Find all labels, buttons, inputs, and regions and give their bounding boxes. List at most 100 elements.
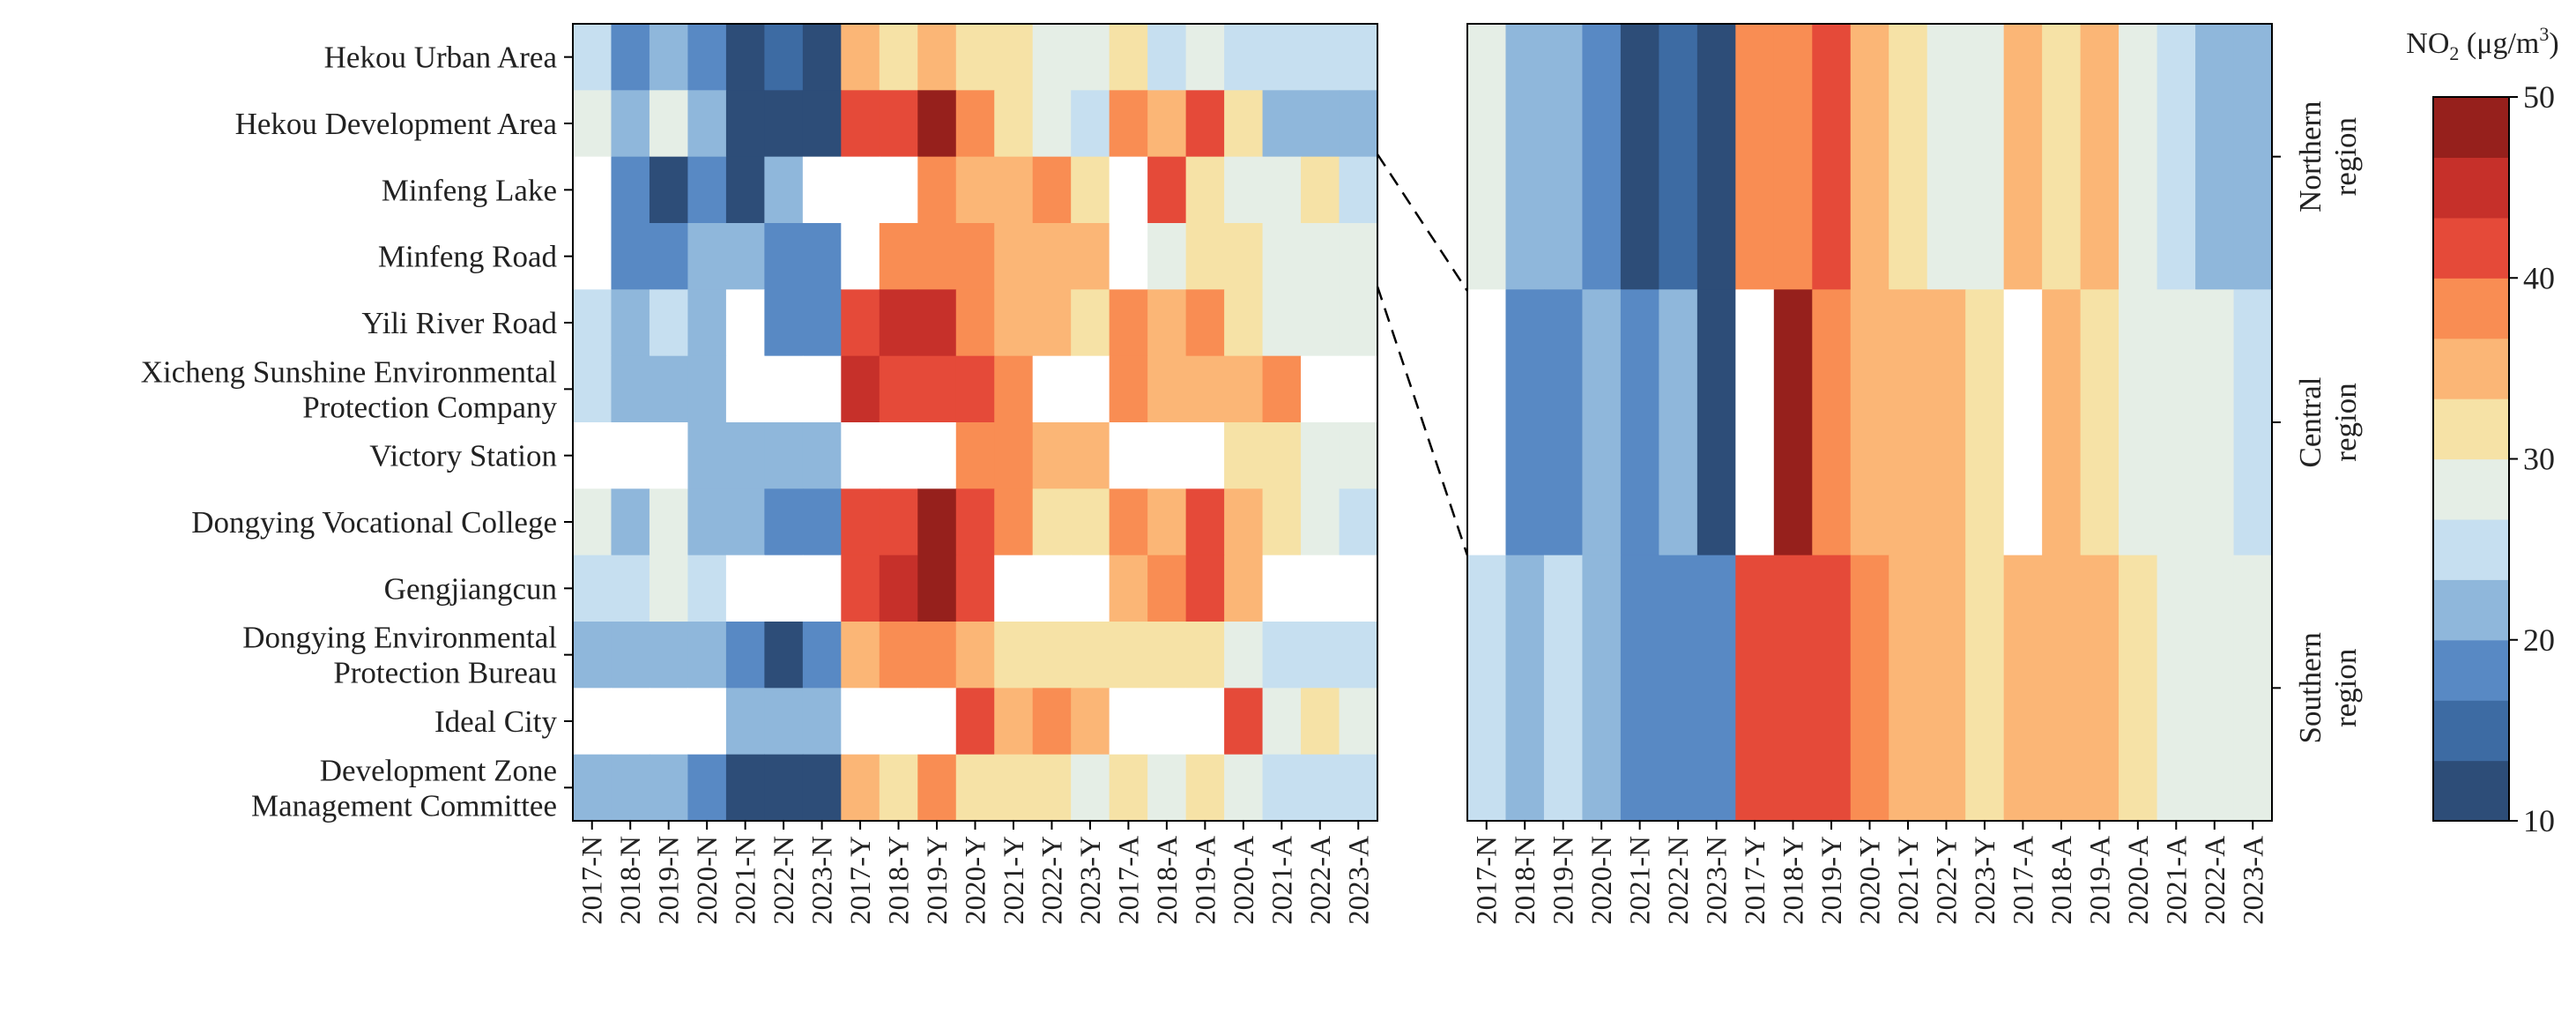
heatmap-cell: [1965, 24, 2005, 290]
heatmap-cell: [802, 90, 842, 158]
heatmap-cell: [1812, 24, 1852, 290]
colorbar-tick-label: 30: [2523, 442, 2555, 477]
x-tick-label: 2021-A: [1266, 836, 1298, 925]
heatmap-cell: [2119, 289, 2158, 556]
heatmap-cell: [1926, 555, 1966, 822]
x-tick-label: 2018-N: [615, 836, 647, 925]
heatmap-cell: [879, 488, 918, 556]
x-tick-label: 2019-Y: [922, 836, 954, 925]
heatmap-cell: [1659, 24, 1698, 290]
heatmap-cell: [994, 488, 1034, 556]
y-tick-label: Dongying Vocational College: [191, 505, 557, 540]
heatmap-cell: [2003, 289, 2043, 556]
heatmap-cell: [879, 289, 918, 357]
heatmap-cell: [1109, 422, 1148, 489]
colorbar-segment: [2433, 518, 2509, 580]
heatmap-cell: [2195, 555, 2235, 822]
heatmap-cell: [1262, 355, 1302, 423]
heatmap-cell: [917, 422, 957, 489]
heatmap-cell: [1812, 555, 1852, 822]
heatmap-cell: [1147, 24, 1187, 91]
heatmap-cell: [879, 622, 918, 689]
heatmap-cell: [649, 688, 689, 756]
heatmap-cell: [764, 355, 804, 423]
heatmap-cell: [687, 223, 727, 290]
heatmap-cell: [1301, 422, 1340, 489]
x-tick-label: 2023-A: [1343, 836, 1375, 925]
heatmap-cell: [1850, 24, 1889, 290]
x-tick-label: 2017-Y: [845, 836, 877, 925]
heatmap-cell: [1224, 754, 1264, 822]
heatmap-cell: [1339, 555, 1378, 622]
heatmap-cell: [764, 488, 804, 556]
heatmap-cell: [1965, 555, 2005, 822]
heatmap-cell: [725, 555, 765, 622]
heatmap-cell: [1224, 688, 1264, 756]
heatmap-cell: [687, 24, 727, 91]
heatmap-cell: [917, 289, 957, 357]
heatmap-cell: [1339, 422, 1378, 489]
heatmap-cell: [1301, 156, 1340, 224]
heatmap-cell: [725, 156, 765, 224]
heatmap-cell: [1889, 24, 1928, 290]
y-tick-label-line: Victory Station: [369, 439, 557, 473]
heatmap-cell: [1147, 289, 1187, 357]
heatmap-cell: [2003, 555, 2043, 822]
heatmap-cell: [649, 754, 689, 822]
y-tick-label: Ideal City: [434, 704, 557, 739]
heatmap-cell: [955, 555, 995, 622]
heatmap-cell: [725, 289, 765, 357]
heatmap-cell: [917, 688, 957, 756]
heatmap-cell: [917, 355, 957, 423]
heatmap-cell: [573, 754, 612, 822]
colorbar-segment: [2433, 97, 2509, 159]
y-tick-label-line: Gengjiangcun: [384, 571, 557, 606]
heatmap-cell: [687, 355, 727, 423]
heatmap-cell: [2080, 289, 2119, 556]
heatmap-cell: [802, 156, 842, 224]
heatmap-cell: [1773, 289, 1813, 556]
heatmap-cell: [802, 289, 842, 357]
heatmap-cell: [725, 24, 765, 91]
heatmap-cell: [994, 156, 1034, 224]
heatmap-cell: [1185, 24, 1225, 91]
heatmap-cell: [687, 289, 727, 357]
heatmap-cell: [1543, 555, 1584, 822]
heatmap-cell: [2003, 24, 2043, 290]
heatmap-cell: [1147, 622, 1187, 689]
y-tick-label-line: Management Committee: [251, 788, 557, 823]
x-tick-label: 2023-A: [2238, 836, 2269, 925]
x-tick-label: 2021-Y: [1893, 836, 1925, 925]
heatmap-cell: [1850, 555, 1889, 822]
heatmap-cell: [1032, 24, 1072, 91]
colorbar-segment: [2433, 458, 2509, 520]
y-tick-label-line: Yili River Road: [361, 306, 557, 340]
heatmap-cell: [879, 688, 918, 756]
region-label: Centralregion: [2293, 376, 2363, 467]
x-tick-label: 2022-A: [1305, 836, 1337, 925]
heatmap-cell: [649, 622, 689, 689]
heatmap-cell: [1262, 223, 1302, 290]
x-tick-label: 2018-N: [1510, 836, 1541, 925]
colorbar-tick-label: 40: [2523, 260, 2555, 295]
heatmap-cell: [573, 90, 612, 158]
y-tick-label-line: Minfeng Road: [378, 240, 558, 274]
heatmap-cell: [1339, 688, 1378, 756]
heatmap-cell: [955, 622, 995, 689]
heatmap-cell: [994, 688, 1034, 756]
heatmap-cell: [1071, 688, 1110, 756]
colorbar-segment: [2433, 278, 2509, 339]
heatmap-cell: [1224, 156, 1264, 224]
heatmap-cell: [1339, 223, 1378, 290]
heatmap-cell: [649, 422, 689, 489]
heatmap-cell: [841, 555, 880, 622]
heatmap-cell: [1147, 90, 1187, 158]
heatmap-cell: [1889, 289, 1928, 556]
heatmap-cell: [1071, 355, 1110, 423]
heatmap-cell: [1185, 223, 1225, 290]
heatmap-cell: [1185, 622, 1225, 689]
heatmap-cell: [611, 289, 650, 357]
heatmap-cell: [994, 422, 1034, 489]
heatmap-cell: [1926, 24, 1966, 290]
heatmap-cell: [1467, 24, 1507, 290]
